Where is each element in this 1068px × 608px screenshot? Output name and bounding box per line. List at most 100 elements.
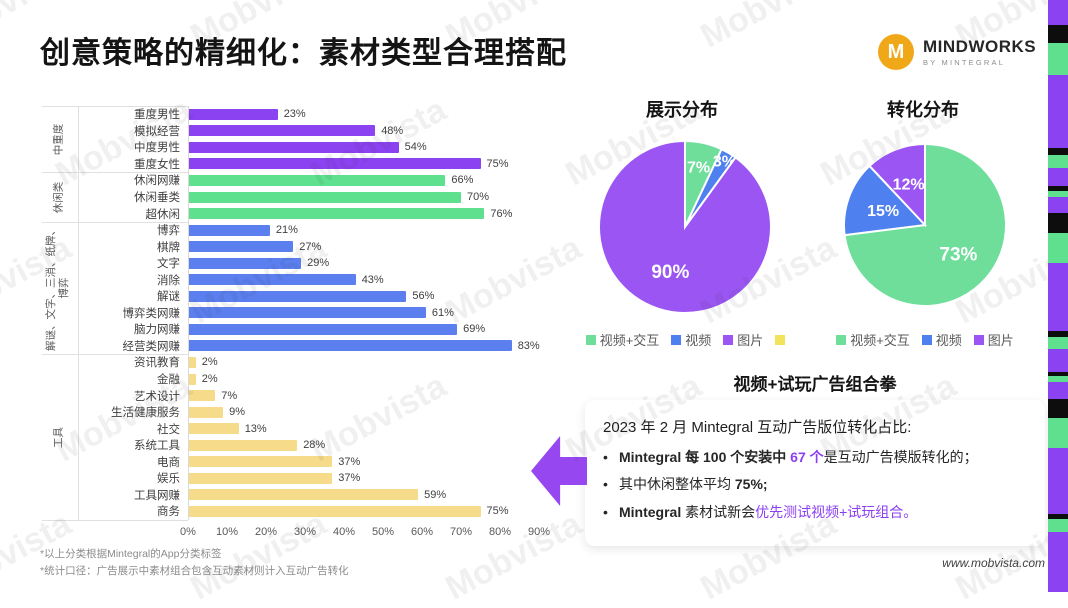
x-axis-tick-label: 10% — [215, 526, 239, 538]
bar-category-label: 资讯教育 — [134, 357, 180, 370]
legend-item: 视频 — [671, 330, 711, 349]
insight-bullet: • Mintegral 素材试新会优先测试视频+试玩组合。 — [603, 502, 1027, 522]
bar — [188, 406, 224, 418]
bar-value-label: 28% — [303, 439, 326, 452]
insight-bullet: • Mintegral 每 100 个安装中 67 个是互动广告模版转化的； — [603, 447, 1027, 467]
bullet-text: 其中休闲整体平均 75%; — [619, 474, 768, 494]
bullet-text-run: 75%; — [734, 476, 768, 493]
bar-group-label: 中重度 — [52, 123, 65, 155]
bar-category-label: 工具网赚 — [134, 489, 180, 502]
panel-heading: 视频+试玩广告组合拳 — [733, 375, 897, 394]
bar-value-label: 70% — [467, 191, 490, 203]
bar — [188, 423, 239, 435]
app-category-bar-chart: 重度男性 23% 模拟经营 48% 中度男性 54% 重度女性 75% 休闲网赚 66% 休闲垂类 7… — [40, 106, 615, 544]
strip-block-black — [1048, 148, 1068, 155]
strip-block-green — [1048, 43, 1068, 75]
x-axis-tick-label: 0% — [180, 526, 196, 538]
bar-row: 博弈类网赚 61% — [40, 305, 615, 322]
strip-block-green — [1048, 191, 1068, 197]
strip-block-black — [1048, 186, 1068, 191]
bullet-marker-icon: • — [603, 476, 608, 493]
decorative-side-strip — [1048, 0, 1068, 592]
bar-value-label: 75% — [486, 505, 509, 518]
bullet-text-run: 其中休闲整体平均 — [619, 476, 735, 493]
legend-label: 图片 — [987, 333, 1014, 348]
legend-swatch — [775, 334, 786, 345]
bar — [188, 241, 294, 253]
strip-block-green — [1048, 519, 1068, 532]
bar-value-label: 48% — [381, 124, 404, 137]
legend-label: 视频+交互 — [850, 333, 910, 348]
bar-value-label: 2% — [201, 373, 218, 386]
strip-block-purple — [1048, 349, 1068, 372]
conversion-pie-legend: 视频+交互 视频 图片 — [830, 330, 1020, 349]
page-title: 创意策略的精细化：素材类型合理搭配 — [40, 37, 567, 70]
bar-value-label: 76% — [490, 207, 513, 220]
pie-slice-value-label: 90% — [651, 262, 689, 283]
legend-swatch — [836, 334, 847, 345]
strip-block-purple — [1048, 263, 1068, 331]
bullet-text: Mintegral 每 100 个安装中 67 个是互动广告模版转化的； — [619, 447, 978, 467]
bar-category-label: 文字 — [157, 258, 180, 271]
bar-group-label: 休闲类 — [52, 181, 65, 213]
strip-block-black — [1048, 399, 1068, 418]
legend-swatch — [921, 334, 932, 345]
bar-group-label: 工具 — [52, 426, 65, 448]
insight-bullet-list: • Mintegral 每 100 个安装中 67 个是互动广告模版转化的； • 其中… — [603, 447, 1027, 522]
bar-row: 经营类网赚 83% — [40, 338, 615, 355]
bar-value-label: 2% — [201, 356, 218, 369]
bar-category-label: 重度男性 — [134, 109, 180, 122]
pie-slice-value-label: 15% — [867, 203, 899, 220]
bar — [188, 472, 333, 484]
bar-value-label: 69% — [463, 323, 486, 336]
bar — [188, 489, 419, 501]
legend-item: 视频+交互 — [836, 330, 910, 349]
bar-row: 系统工具 28% — [40, 437, 615, 454]
insight-bullet: • 其中休闲整体平均 75%; — [603, 474, 1027, 494]
bar-group-label: 解谜、文字、三消、纸牌、博弈 — [45, 225, 71, 352]
bar-row: 棋牌 27% — [40, 238, 615, 255]
bar-value-label: 9% — [229, 406, 245, 419]
bullet-text-run: 是互动广告模版转化的； — [823, 449, 978, 465]
bar-value-label: 43% — [361, 273, 384, 286]
conversion-distribution-pie: 73% 15% 12% — [843, 142, 1007, 307]
bar-row: 休闲垂类 70% — [40, 189, 615, 206]
legend-item: 视频+交互 — [585, 330, 659, 349]
bar-category-label: 生活健康服务 — [111, 407, 180, 420]
bullet-text-run: Mintegral — [619, 503, 682, 520]
bar-row: 中度男性 54% — [40, 139, 615, 156]
bar-category-label: 模拟经营 — [134, 125, 180, 138]
strip-block-black — [1048, 514, 1068, 519]
bar-value-label: 21% — [275, 224, 298, 237]
bar-category-label: 超休闲 — [145, 208, 181, 221]
bar — [188, 274, 356, 286]
bar-value-label: 83% — [517, 339, 540, 352]
bar-value-label: 7% — [221, 389, 238, 402]
x-axis-tick-label: 70% — [449, 526, 473, 538]
bar-category-label: 休闲垂类 — [134, 192, 180, 204]
bar — [188, 141, 399, 153]
conversion-pie-title: 转化分布 — [887, 100, 959, 120]
x-axis-tick-label: 30% — [293, 526, 317, 538]
bar-category-label: 棋牌 — [157, 241, 180, 254]
bullet-marker-icon: • — [603, 449, 608, 465]
bar — [188, 158, 481, 170]
strip-block-green — [1048, 233, 1068, 263]
pie-slice-value-label: 73% — [939, 244, 977, 265]
bar-row: 社交 13% — [40, 420, 615, 437]
strip-block-green — [1048, 418, 1068, 448]
bar-row: 模拟经营 48% — [40, 123, 615, 140]
bar-category-label: 脑力网赚 — [134, 324, 180, 337]
mindworks-logo: M MINDWORKS BY MINTEGRAL — [878, 34, 1036, 70]
footnote-2: *统计口径：广告展示中素材组合包含互动素材则计入互动广告转化 — [40, 565, 349, 577]
group-separator-line — [42, 520, 188, 521]
strip-block-green — [1048, 337, 1068, 349]
bullet-marker-icon: • — [603, 503, 608, 520]
strip-block-green — [1048, 155, 1068, 168]
strip-block-purple — [1048, 0, 1068, 25]
legend-label: 视频 — [935, 333, 962, 348]
pie-slice-value-label: 7% — [687, 160, 710, 177]
mindworks-logo-icon: M — [878, 34, 914, 70]
bar — [188, 307, 426, 319]
bar-row: 娱乐 37% — [40, 470, 615, 487]
